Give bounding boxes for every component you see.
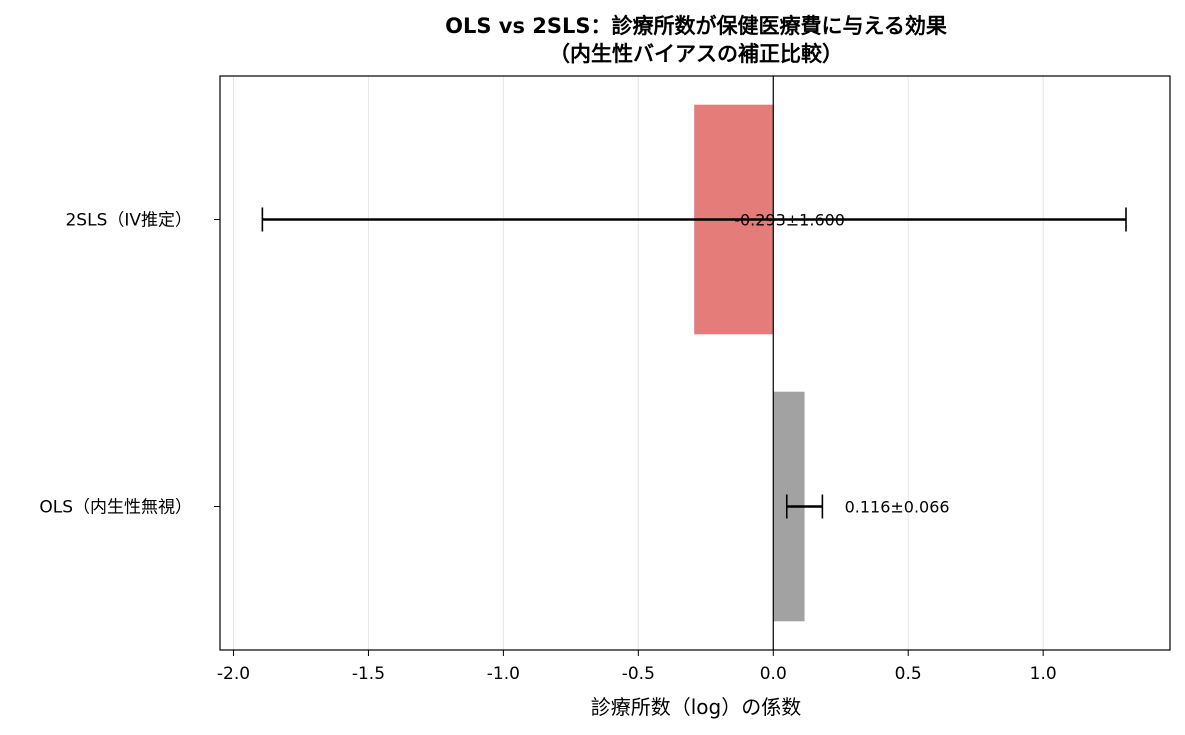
- y-axis-ticks: 2SLS（IV推定） OLS（内生性無視）: [39, 211, 220, 518]
- x-tick-label: 0.0: [760, 664, 787, 684]
- y-tick-label: 2SLS（IV推定）: [65, 211, 192, 231]
- bars: [694, 104, 805, 622]
- data-label: 0.116±0.066: [845, 498, 950, 517]
- data-label: -0.293±1.600: [734, 211, 845, 230]
- x-axis-label: 診療所数（log）の係数: [591, 695, 802, 719]
- data-labels: -0.293±1.600 0.116±0.066: [734, 211, 949, 517]
- x-tick-label: -2.0: [217, 664, 250, 684]
- error-bars: [261, 207, 1127, 519]
- x-tick-label: -1.5: [352, 664, 385, 684]
- x-axis-ticks: -2.0 -1.5 -1.0 -0.5 0.0 0.5 1.0: [217, 650, 1057, 684]
- x-tick-label: 0.5: [895, 664, 922, 684]
- x-tick-label: -0.5: [622, 664, 655, 684]
- chart-title: OLS vs 2SLS：診療所数が保健医療費に与える効果: [445, 14, 947, 38]
- x-tick-label: 1.0: [1030, 664, 1057, 684]
- y-tick-label: OLS（内生性無視）: [39, 498, 192, 518]
- plot-area-frame: [219, 75, 1171, 651]
- chart-subtitle: （内生性バイアスの補正比較）: [549, 42, 843, 66]
- grid-lines: [232, 76, 1044, 650]
- x-tick-label: -1.0: [487, 664, 520, 684]
